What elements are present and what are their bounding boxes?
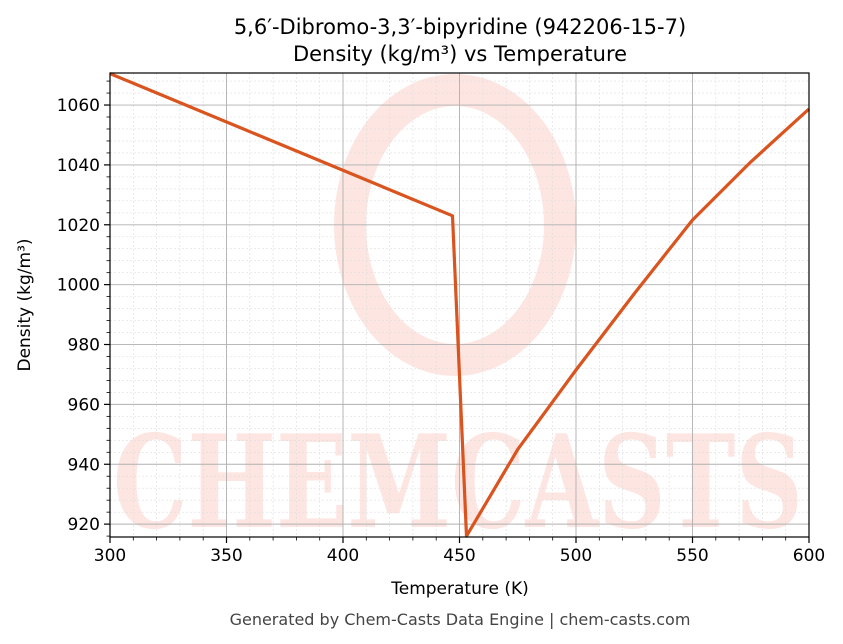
y-tick-label: 940 <box>68 455 100 475</box>
y-tick-label: 1020 <box>57 216 100 236</box>
chart-subtitle: Density (kg/m³) vs Temperature <box>293 42 627 66</box>
x-tick-label: 350 <box>210 546 242 566</box>
y-tick-label: 1000 <box>57 276 100 296</box>
y-tick-label: 960 <box>68 395 100 415</box>
x-tick-label: 400 <box>327 546 359 566</box>
x-axis-label: Temperature (K) <box>390 579 529 599</box>
x-tick-label: 450 <box>443 546 475 566</box>
x-tick-label: 550 <box>676 546 708 566</box>
y-tick-label: 920 <box>68 515 100 535</box>
x-tick-label: 600 <box>793 546 825 566</box>
y-tick-label: 1060 <box>57 96 100 116</box>
y-tick-label: 980 <box>68 336 100 356</box>
x-tick-label: 500 <box>560 546 592 566</box>
density-series-line <box>109 72 811 538</box>
watermark-logo: CHEMCASTS <box>113 74 803 558</box>
chart-title: 5,6′-Dibromo-3,3′-bipyridine (942206-15-… <box>234 15 686 39</box>
svg-text:CHEMCASTS: CHEMCASTS <box>113 408 803 558</box>
x-tick-label: 300 <box>94 546 126 566</box>
footer-credit: Generated by Chem-Casts Data Engine | ch… <box>230 610 691 629</box>
y-tick-label: 1040 <box>57 156 100 176</box>
y-axis-label: Density (kg/m³) <box>15 238 35 371</box>
